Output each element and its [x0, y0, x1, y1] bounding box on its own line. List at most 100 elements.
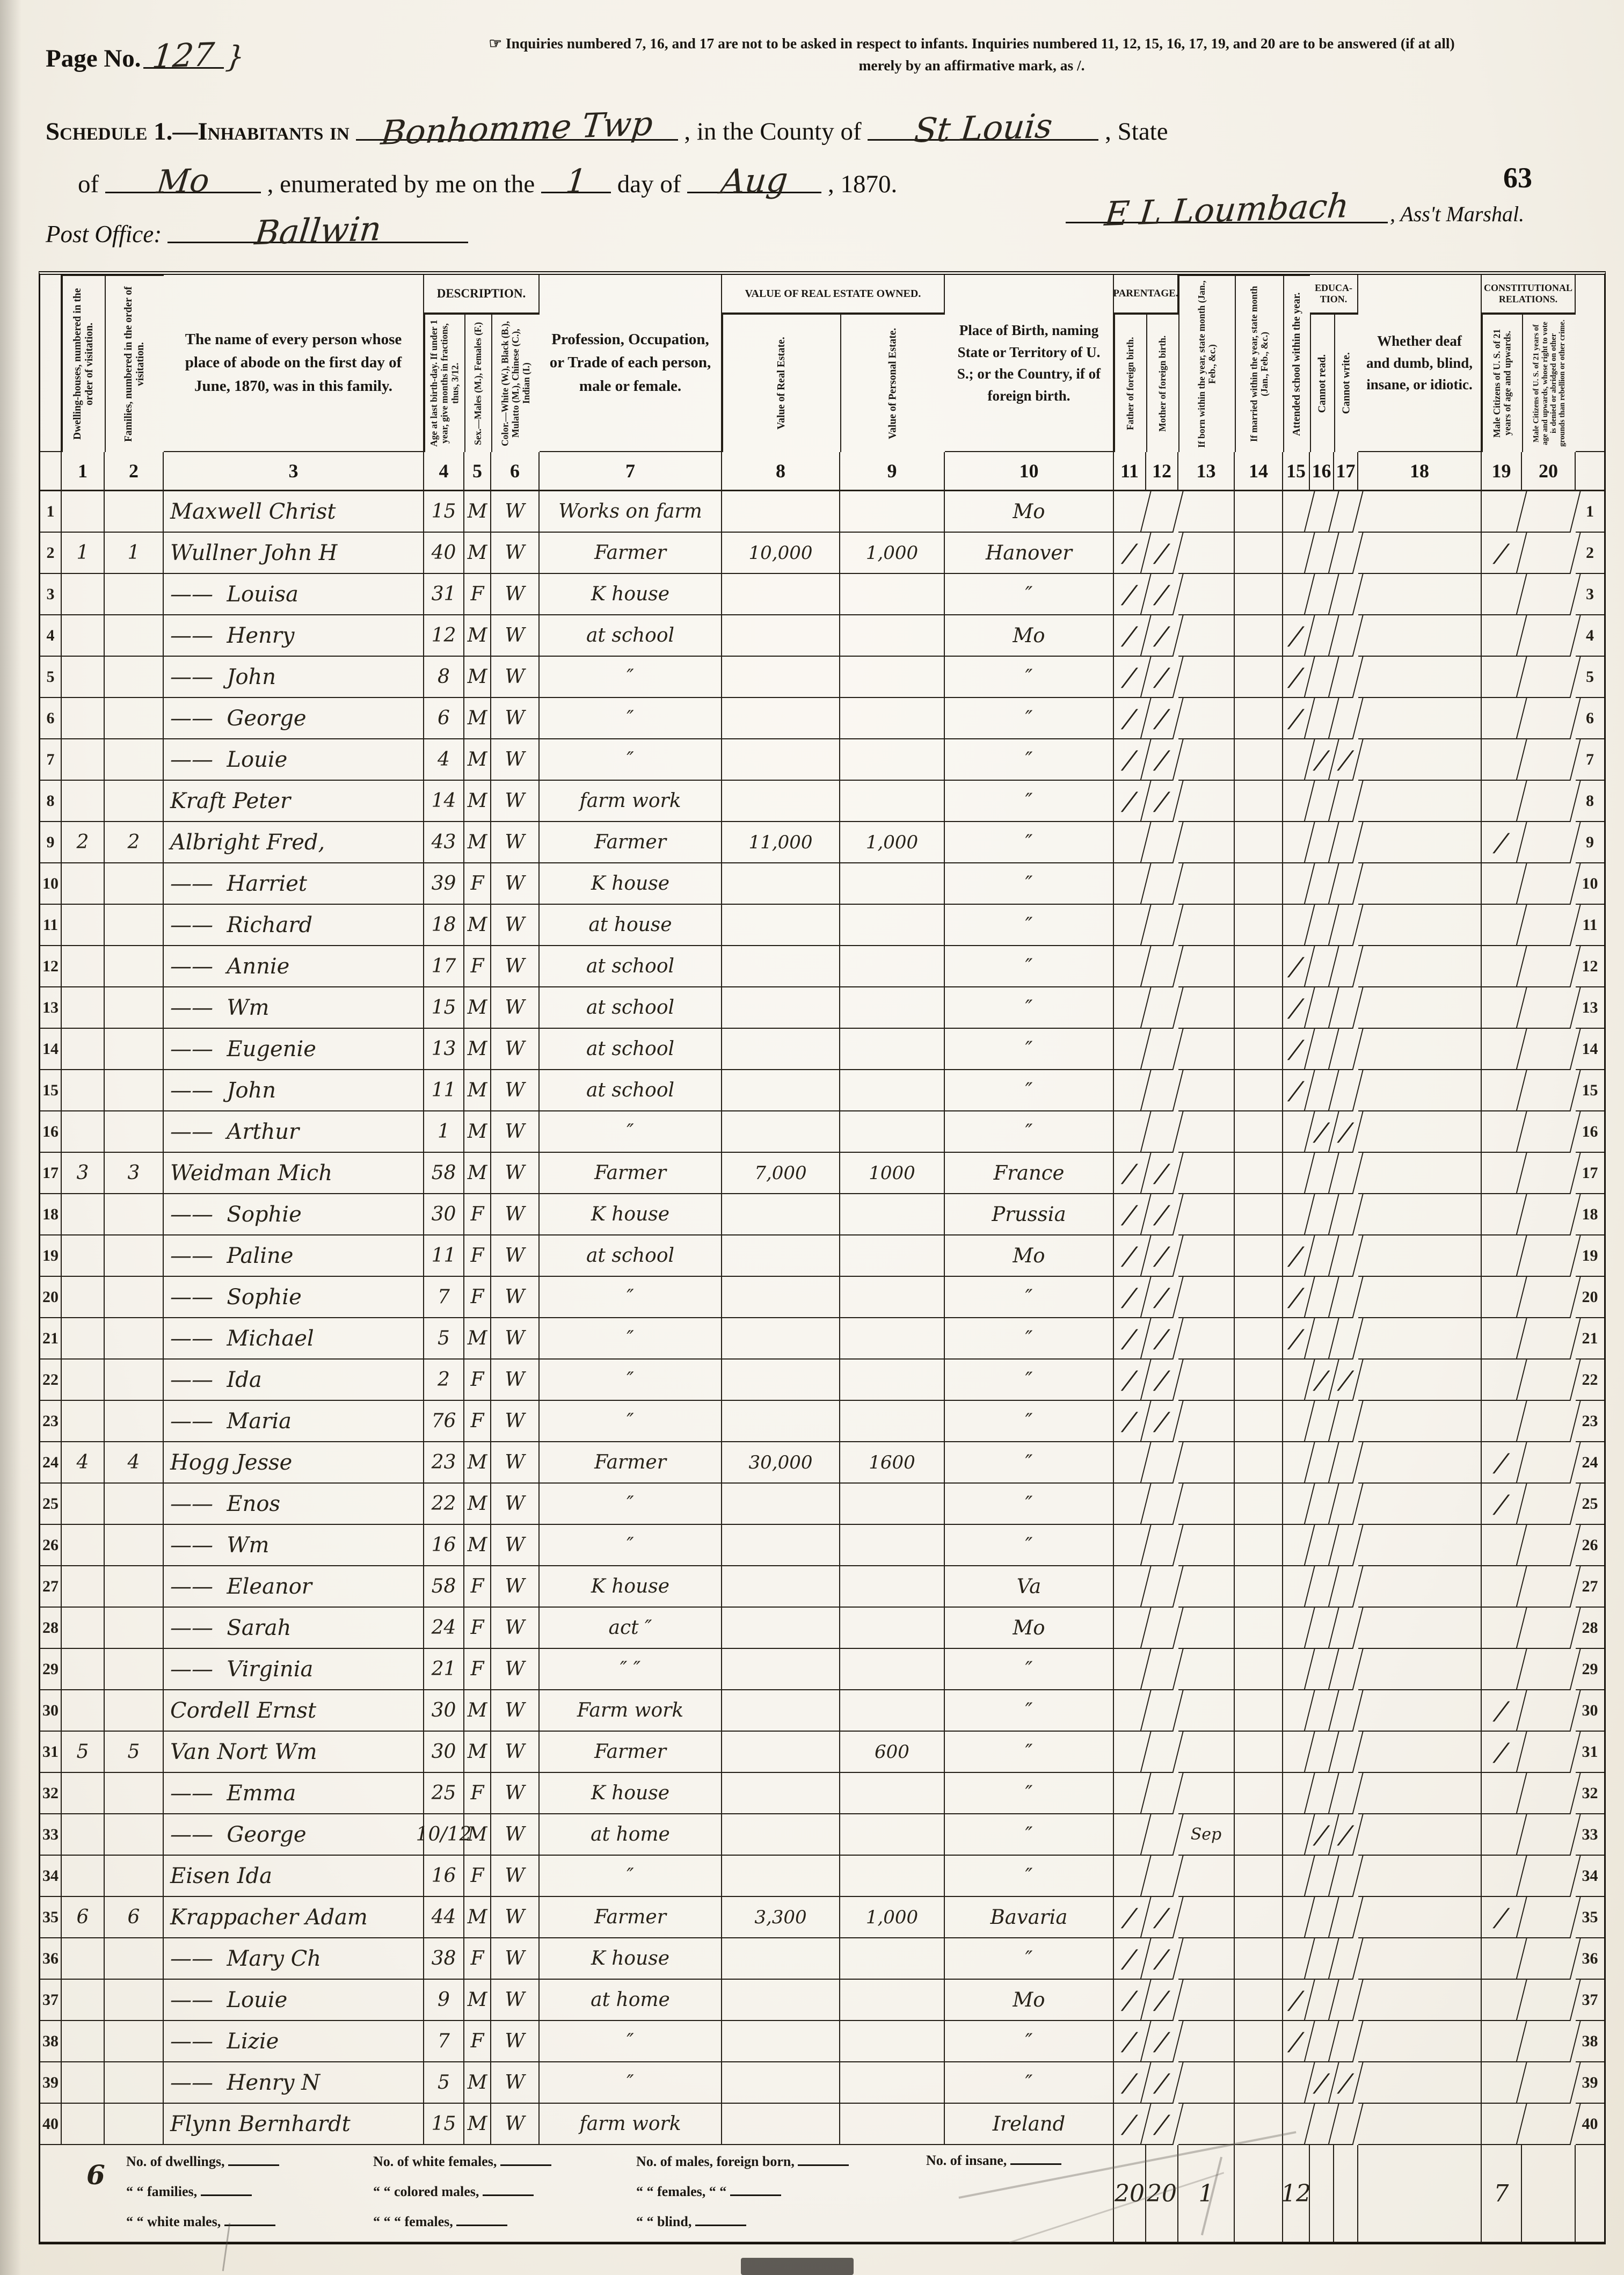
cell-color: W	[491, 822, 540, 863]
census-table: Dwelling-houses, numbered in the order o…	[39, 271, 1606, 2244]
cell-vote-denied-mark	[1517, 1194, 1581, 1235]
cell-deaf-dumb	[1358, 2062, 1482, 2104]
cell-sex: M	[464, 1070, 491, 1111]
cell-deaf-dumb	[1358, 1814, 1482, 1856]
cell-personal-estate-value	[840, 1938, 945, 1980]
cell-color: W	[491, 1856, 540, 1897]
cell-personal-estate-value	[840, 1773, 945, 1814]
cell-deaf-dumb	[1358, 2021, 1482, 2062]
cell-name: —— Paline	[164, 1235, 424, 1277]
cell-deaf-dumb	[1358, 1070, 1482, 1111]
cell-deaf-dumb	[1358, 1566, 1482, 1608]
cell-name: —— Michael	[164, 1318, 424, 1360]
cell-married-month	[1235, 1235, 1283, 1277]
cell-vote-denied-mark	[1517, 1690, 1581, 1732]
cell-dwelling-number: 5	[62, 1732, 105, 1773]
cell-deaf-dumb	[1358, 1029, 1482, 1070]
cell-birthplace: Mo	[945, 1608, 1114, 1649]
post-office-label: Post Office:	[46, 221, 162, 248]
cell-occupation: ″	[540, 698, 722, 739]
cell-deaf-dumb	[1358, 781, 1482, 822]
cell-personal-estate-value	[840, 1856, 945, 1897]
cell-age: 39	[424, 863, 464, 905]
table-row: 24 4 4 Hogg Jesse 23 M W Farmer 30,000 1…	[40, 1442, 1604, 1484]
row-number-right: 24	[1576, 1442, 1604, 1484]
cell-age: 43	[424, 822, 464, 863]
cell-occupation: at school	[540, 1070, 722, 1111]
table-row: 35 6 6 Krappacher Adam 44 M W Farmer 3,3…	[40, 1897, 1604, 1938]
row-number-right: 28	[1576, 1608, 1604, 1649]
col-header-citizens-denied: Male Citizens of U. S. of 21 years of ag…	[1522, 314, 1576, 452]
cell-name: —— Wm	[164, 987, 424, 1029]
cell-born-month	[1178, 615, 1235, 657]
cell-age: 44	[424, 1897, 464, 1938]
cell-vote-denied-mark	[1517, 574, 1581, 615]
cell-born-month	[1178, 1980, 1235, 2021]
township-value: Bonhomme Twp	[378, 104, 655, 152]
instructions-note: ☞ Inquiries numbered 7, 16, and 17 are n…	[333, 32, 1611, 77]
cell-name: —— Henry	[164, 615, 424, 657]
cell-born-month	[1178, 1608, 1235, 1649]
cell-married-month	[1235, 1732, 1283, 1773]
table-row: 18 —— Sophie 30 F W K house Prussia / / …	[40, 1194, 1604, 1235]
cell-deaf-dumb	[1358, 822, 1482, 863]
cell-color: W	[491, 1235, 540, 1277]
cell-birthplace: ″	[945, 574, 1114, 615]
cell-color: W	[491, 1277, 540, 1318]
scan-artifact	[741, 2258, 854, 2275]
cell-birthplace: ″	[945, 1773, 1114, 1814]
post-office-line: Post Office: Ballwin	[46, 209, 469, 252]
cell-sex: M	[464, 1814, 491, 1856]
footer-gutter-right	[1576, 2145, 1604, 2243]
col-num-3: 3	[164, 452, 424, 491]
table-row: 29 —— Virginia 21 F W ″ ″ ″ 29	[40, 1649, 1604, 1690]
cell-real-estate-value	[722, 781, 840, 822]
cell-deaf-dumb	[1358, 946, 1482, 987]
cell-birthplace: Mo	[945, 1235, 1114, 1277]
row-number-left: 28	[40, 1608, 62, 1649]
cell-occupation: ″	[540, 1277, 722, 1318]
cell-color: W	[491, 2062, 540, 2104]
table-row: 6 —— George 6 M W ″ ″ / / / 6	[40, 698, 1604, 739]
cell-real-estate-value	[722, 1732, 840, 1773]
cell-color: W	[491, 863, 540, 905]
cell-married-month	[1235, 533, 1283, 574]
cell-personal-estate-value	[840, 1111, 945, 1153]
cell-sex: F	[464, 1277, 491, 1318]
table-row: 28 —— Sarah 24 F W act ″ Mo 28	[40, 1608, 1604, 1649]
row-number-left: 24	[40, 1442, 62, 1484]
row-number-right: 26	[1576, 1525, 1604, 1566]
cell-born-month	[1178, 2021, 1235, 2062]
column-numbers-row: 1 2 3 4 5 6 7 8 9 10 11 12 13 14 15 16 1…	[40, 452, 1604, 491]
cell-age: 13	[424, 1029, 464, 1070]
cell-personal-estate-value	[840, 1566, 945, 1608]
cell-sex: F	[464, 1938, 491, 1980]
cell-personal-estate-value	[840, 863, 945, 905]
cell-sex: F	[464, 1649, 491, 1690]
cell-birthplace: ″	[945, 2021, 1114, 2062]
cell-color: W	[491, 1401, 540, 1442]
cell-dwelling-number	[62, 615, 105, 657]
cell-born-month	[1178, 1153, 1235, 1194]
schedule-mid-county: , in the County of	[684, 118, 862, 146]
cell-sex: M	[464, 739, 491, 781]
cell-married-month	[1235, 946, 1283, 987]
row-number-right: 3	[1576, 574, 1604, 615]
cell-sex: F	[464, 1360, 491, 1401]
cell-age: 76	[424, 1401, 464, 1442]
col-header-age: Age at last birth-day. If under 1 year, …	[424, 314, 464, 452]
cell-personal-estate-value	[840, 1484, 945, 1525]
cell-color: W	[491, 1566, 540, 1608]
cell-birthplace: ″	[945, 987, 1114, 1029]
cell-born-month	[1178, 698, 1235, 739]
cell-age: 58	[424, 1566, 464, 1608]
cell-vote-denied-mark	[1517, 2062, 1581, 2104]
row-number-left: 37	[40, 1980, 62, 2021]
cell-vote-denied-mark	[1517, 1277, 1581, 1318]
cell-birthplace: Prussia	[945, 1194, 1114, 1235]
month-value: Aug	[719, 159, 790, 202]
row-number-left: 7	[40, 739, 62, 781]
cell-age: 5	[424, 1318, 464, 1360]
cell-married-month	[1235, 2104, 1283, 2145]
cell-age: 16	[424, 1525, 464, 1566]
